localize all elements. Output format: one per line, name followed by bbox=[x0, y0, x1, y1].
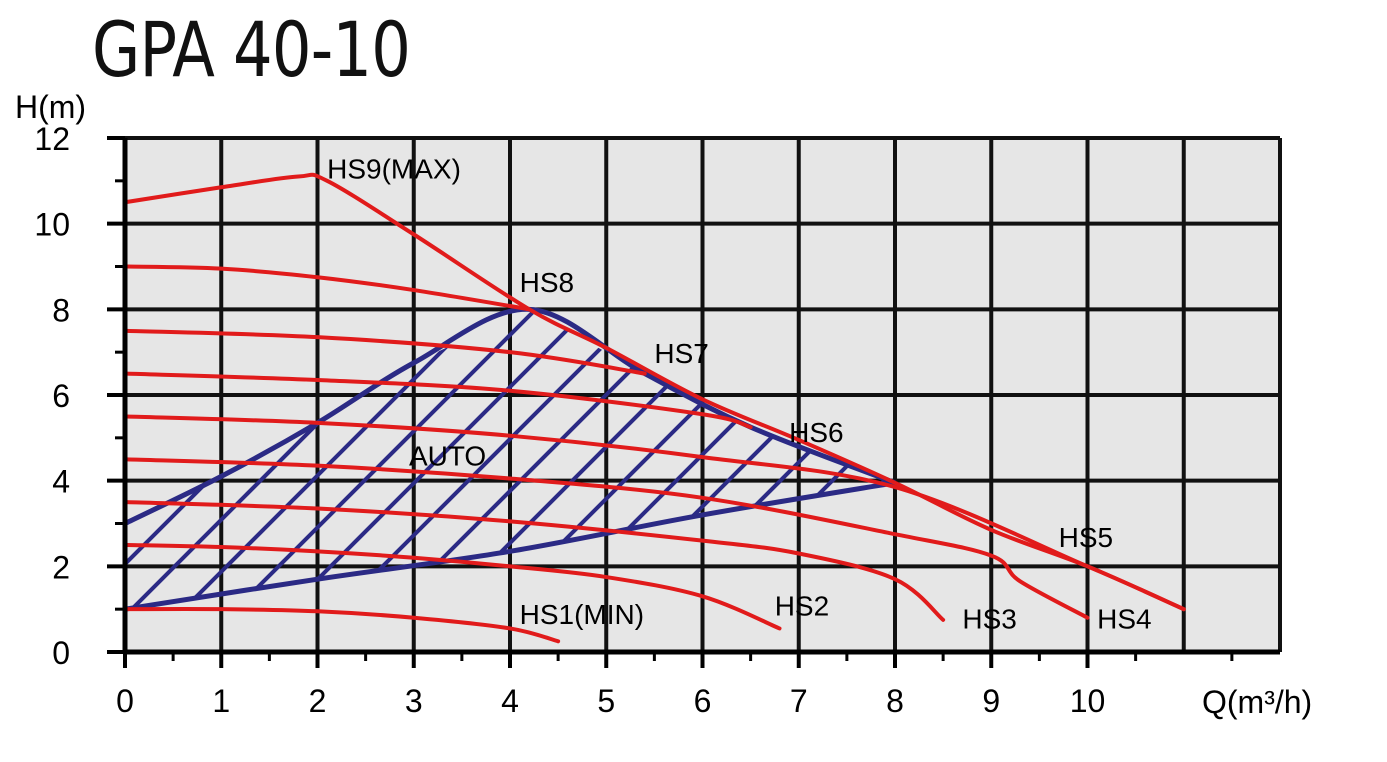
curve-hs6 bbox=[123, 371, 753, 430]
curve-hs9-max bbox=[123, 172, 1186, 612]
auto-lower-boundary bbox=[124, 480, 896, 612]
curve-labels: HS1(MIN) HS2 HS3 HS4 HS5 HS6 HS7 HS8 HS9(MAX) AUT… bbox=[327, 154, 1151, 635]
curve-label-hs5: HS5 bbox=[1059, 522, 1113, 553]
curve-hs8 bbox=[123, 264, 532, 312]
y-tick-label: 2 bbox=[52, 549, 70, 585]
curve-label-hs3: HS3 bbox=[962, 603, 1016, 634]
x-tick-label: 10 bbox=[1070, 683, 1106, 719]
x-tick-label: 2 bbox=[309, 683, 327, 719]
curve-hs1-min bbox=[123, 607, 561, 644]
curve-label-hs9-max: HS9(MAX) bbox=[327, 154, 461, 185]
hatch-line bbox=[295, 309, 895, 610]
y-tick-label: 12 bbox=[34, 121, 70, 157]
x-axis-title: Q(m³/h) bbox=[1202, 684, 1312, 720]
curve-label-hs6: HS6 bbox=[789, 417, 843, 448]
x-tick-label: 6 bbox=[694, 683, 712, 719]
y-tick-label: 10 bbox=[34, 207, 70, 243]
hatch-line bbox=[1285, 52, 1387, 652]
x-tick-label: 5 bbox=[597, 683, 615, 719]
x-tick-label: 0 bbox=[116, 683, 134, 719]
x-tick-label: 1 bbox=[212, 683, 230, 719]
x-tick-label: 8 bbox=[886, 683, 904, 719]
curve-label-hs2: HS2 bbox=[775, 591, 829, 622]
curves bbox=[123, 172, 1186, 644]
x-tick-label: 9 bbox=[982, 683, 1000, 719]
curve-hs2 bbox=[123, 542, 782, 631]
y-tick-label: 4 bbox=[52, 464, 70, 500]
y-tick-label: 6 bbox=[52, 378, 70, 414]
x-tick-label: 3 bbox=[405, 683, 423, 719]
curve-label-hs4: HS4 bbox=[1097, 603, 1151, 634]
x-tick-label: 7 bbox=[790, 683, 808, 719]
curve-label-auto: AUTO bbox=[409, 441, 486, 472]
hatch-line bbox=[139, 309, 743, 610]
grid bbox=[123, 136, 1282, 654]
chart-title: GPA 40-10 bbox=[92, 5, 411, 94]
y-axis-title: H(m) bbox=[15, 89, 86, 125]
x-tick-label: 4 bbox=[501, 683, 519, 719]
curve-label-hs8: HS8 bbox=[520, 267, 574, 298]
curve-hs7 bbox=[123, 328, 647, 376]
curve-label-hs7: HS7 bbox=[654, 338, 708, 369]
curve-label-hs1-min: HS1(MIN) bbox=[520, 599, 644, 630]
y-tick-label: 0 bbox=[52, 635, 70, 671]
curve-hs4 bbox=[123, 457, 1090, 620]
y-tick-label: 8 bbox=[52, 292, 70, 328]
curve-hs3 bbox=[123, 500, 946, 622]
